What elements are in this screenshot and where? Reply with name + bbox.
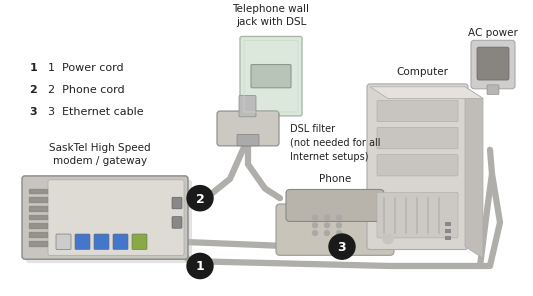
Text: AC power: AC power (468, 28, 518, 38)
FancyBboxPatch shape (276, 204, 394, 255)
Circle shape (325, 215, 329, 220)
FancyBboxPatch shape (251, 65, 291, 88)
FancyBboxPatch shape (286, 189, 384, 221)
FancyBboxPatch shape (75, 234, 90, 250)
Circle shape (325, 231, 329, 236)
Circle shape (336, 215, 342, 220)
Text: 1  Power cord: 1 Power cord (48, 63, 124, 73)
Circle shape (336, 223, 342, 228)
Polygon shape (465, 87, 483, 258)
FancyBboxPatch shape (26, 180, 192, 263)
FancyBboxPatch shape (377, 128, 458, 149)
Text: 3: 3 (338, 241, 346, 254)
Text: Computer: Computer (396, 67, 448, 77)
FancyBboxPatch shape (240, 36, 302, 116)
Text: SaskTel High Speed
modem / gateway: SaskTel High Speed modem / gateway (49, 143, 151, 166)
FancyBboxPatch shape (113, 234, 128, 250)
Text: Telephone wall
jack with DSL: Telephone wall jack with DSL (232, 4, 310, 27)
FancyBboxPatch shape (94, 234, 109, 250)
FancyBboxPatch shape (22, 176, 188, 259)
FancyBboxPatch shape (477, 47, 509, 80)
Circle shape (312, 231, 318, 236)
Text: 2: 2 (196, 193, 204, 206)
FancyBboxPatch shape (445, 229, 451, 233)
Text: 3: 3 (29, 107, 37, 117)
FancyBboxPatch shape (56, 234, 71, 250)
Circle shape (329, 234, 355, 259)
Text: 2: 2 (29, 85, 37, 95)
FancyBboxPatch shape (217, 111, 279, 146)
Text: 2  Phone cord: 2 Phone cord (48, 85, 125, 95)
Circle shape (187, 253, 213, 279)
Text: 3  Ethernet cable: 3 Ethernet cable (48, 107, 143, 117)
FancyBboxPatch shape (471, 40, 515, 89)
FancyBboxPatch shape (445, 222, 451, 226)
FancyBboxPatch shape (487, 85, 499, 94)
Polygon shape (370, 87, 483, 99)
FancyBboxPatch shape (172, 197, 182, 209)
Text: Phone: Phone (319, 174, 351, 184)
Circle shape (325, 223, 329, 228)
FancyBboxPatch shape (377, 192, 458, 238)
FancyBboxPatch shape (367, 84, 468, 250)
Circle shape (336, 231, 342, 236)
Circle shape (312, 223, 318, 228)
FancyBboxPatch shape (377, 155, 458, 176)
FancyBboxPatch shape (48, 180, 184, 255)
Text: DSL filter
(not needed for all
Internet setups): DSL filter (not needed for all Internet … (290, 124, 381, 162)
Text: 1: 1 (29, 63, 37, 73)
FancyBboxPatch shape (445, 236, 451, 240)
FancyBboxPatch shape (377, 100, 458, 122)
Text: 1: 1 (196, 260, 204, 274)
FancyBboxPatch shape (239, 96, 256, 117)
FancyBboxPatch shape (132, 234, 147, 250)
Circle shape (383, 234, 393, 244)
FancyBboxPatch shape (237, 134, 259, 146)
FancyBboxPatch shape (172, 217, 182, 228)
Circle shape (187, 186, 213, 211)
Circle shape (312, 215, 318, 220)
